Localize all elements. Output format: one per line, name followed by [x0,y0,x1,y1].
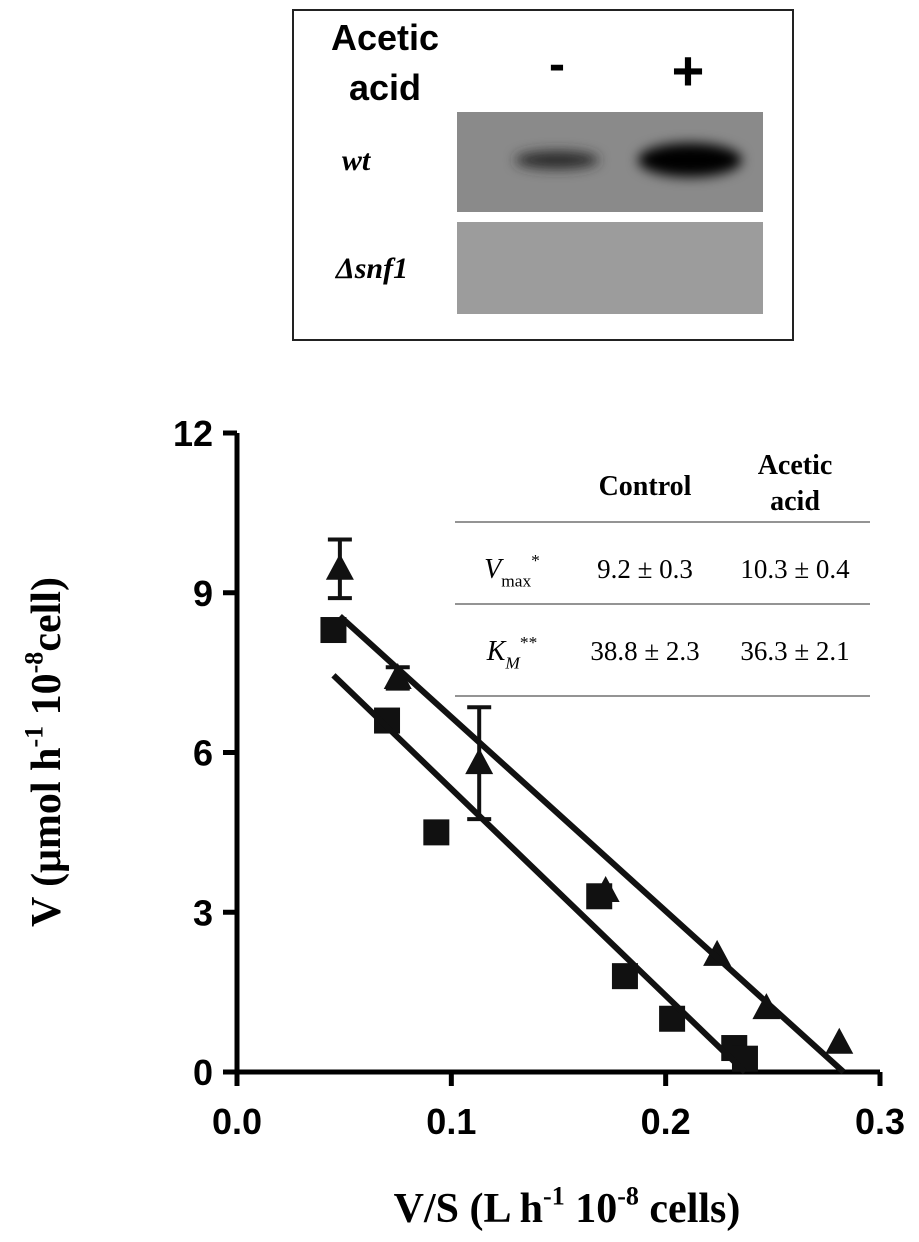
triangle-marker [703,939,732,966]
y-tick-label: 0 [193,1052,213,1093]
text-part: K [486,636,507,667]
table-cell: 36.3 ± 2.1 [740,636,849,666]
fit-line [331,673,748,1075]
text-part: ** [520,633,537,652]
x-tick-label: 0.0 [212,1101,262,1142]
x-tick-label: 0.1 [426,1101,476,1142]
text-part: 10 [565,1186,618,1232]
blot-panel: Acetic acid - + wt Δsnf1 [292,9,794,341]
table-header: Acetic [758,450,833,481]
table-cell: 9.2 ± 0.3 [597,554,693,584]
triangle-marker [325,553,354,580]
condition-label: - [549,38,565,91]
text-part: -8 [617,1181,639,1210]
x-tick-label: 0.2 [641,1101,691,1142]
blot-band [638,143,742,177]
y-tick-label: 12 [173,413,213,454]
blot-lane [457,222,763,314]
text-part: -1 [543,1181,565,1210]
text-part: * [531,551,540,570]
fit-line [337,613,846,1075]
blot-band [515,151,599,169]
table-header: Control [599,471,692,502]
triangle-marker [591,875,620,902]
blot-header: Acetic [331,17,439,58]
text-part: 10 [24,673,70,726]
x-tick-label: 0.3 [855,1101,905,1142]
y-tick-label: 9 [193,573,213,614]
square-marker [731,1045,758,1072]
blot-header: acid [349,67,421,108]
text-part: M [504,653,521,672]
y-tick-label: 6 [193,733,213,774]
y-axis-label: V (μmol h-1 10-8cell) [19,577,70,927]
triangle-marker [383,662,412,689]
table-cell: 38.8 ± 2.3 [590,636,699,666]
text-part: -8 [19,652,48,674]
text-part: cells) [639,1186,740,1232]
table-cell: 10.3 ± 0.4 [740,554,850,584]
text-part: V/S (L h [394,1186,543,1232]
triangle-marker [825,1027,854,1054]
triangle-marker [465,748,494,775]
text-part: -1 [19,726,48,748]
text-part: cell) [24,577,70,652]
table-row-label: Vmax* [484,551,540,590]
table-row-label: KM** [486,633,538,672]
square-marker [423,819,450,846]
strain-label: Δsnf1 [335,252,408,285]
strain-label: wt [342,144,372,177]
y-tick-label: 3 [193,892,213,933]
blot-frame [292,9,794,341]
condition-label: + [672,39,705,102]
text-part: V [484,554,504,585]
table-header: acid [770,486,820,517]
x-axis-label: V/S (L h-1 10-8 cells) [394,1181,741,1232]
text-part: max [501,571,531,590]
text-part: V (μmol h [24,748,70,927]
